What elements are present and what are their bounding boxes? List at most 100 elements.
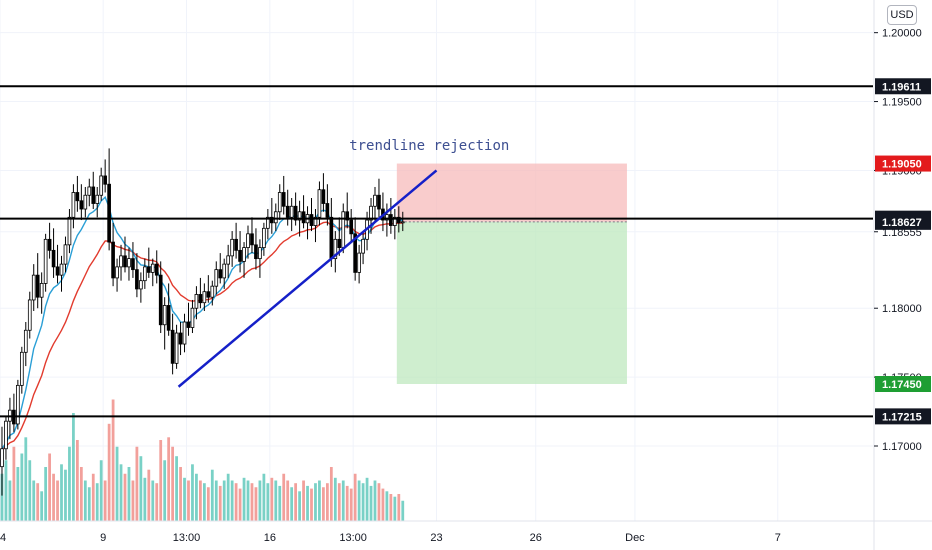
volume-bar [4,460,8,521]
price-badge-label: 1.19050 [882,159,922,171]
volume-bar [258,480,262,521]
candle-body [186,321,191,328]
volume-bar [310,488,313,521]
time-tick-label: 4 [0,532,6,544]
candle-body [27,299,32,331]
volume-bar [270,477,274,521]
volume-bar [401,500,405,521]
volume-bar [16,467,20,521]
candle-body [321,189,326,204]
volume-bar [353,473,357,521]
volume-bar [143,477,147,521]
volume-bar [24,437,28,521]
candle-body [146,266,151,273]
stop-loss-zone[interactable] [396,163,627,222]
volume-bar [214,480,218,521]
candle-body [166,305,171,331]
candle-body [373,194,377,207]
candle-body [250,233,254,246]
candle-body [19,351,24,386]
candle-body [51,249,56,268]
candle-body [254,244,258,260]
volume-bar [385,491,389,521]
take-profit-zone[interactable] [396,221,627,384]
volume-bar [206,487,210,521]
candle-body [222,263,227,279]
volume-bar [187,480,190,521]
volume-bar [397,494,401,521]
candle-body [349,219,354,235]
volume-bar [226,473,230,521]
trendline[interactable] [177,169,438,388]
volume-bar [389,494,393,521]
volume-bar [250,483,254,521]
price-badge-label: 1.18627 [882,217,922,229]
volume-bar [365,477,369,521]
price-badge [875,78,931,95]
volume-bar [373,480,377,521]
volume-bar [115,446,119,521]
candle-body [361,238,365,254]
volume-bar [179,467,182,521]
candle-body [119,255,123,268]
volume-bar [123,473,127,521]
candle-body [111,241,115,279]
candle-body [357,252,361,273]
volume-bar [60,464,63,521]
candle-body [285,205,290,218]
volume-bar [349,488,353,521]
volume-bar [361,483,365,521]
volume-bar [12,446,16,521]
volume-bar [210,469,214,521]
volume-bar [333,477,337,521]
volume-bar [183,477,186,521]
candle-body [214,269,219,287]
volume-bar [40,491,44,521]
volume-bar [175,456,178,521]
candle-body [174,332,179,364]
candle-body [71,192,76,218]
candle-body [389,214,393,226]
volume-bar [91,473,95,521]
volume-bar [167,437,171,521]
volume-bar [79,467,83,521]
time-tick-label: 26 [530,532,542,544]
candle-body [353,233,357,273]
volume-bar [286,480,290,521]
volume-bar [111,399,115,521]
volume-bar [36,483,40,521]
candle-body [99,175,104,196]
candle-body [150,263,155,273]
candle-body [75,192,80,202]
candle-body [202,291,207,304]
candle-body [337,238,342,248]
annotation-text[interactable]: trendline rejection [349,138,509,154]
volume-bar [381,488,385,521]
volume-bar [242,477,246,521]
volume-bar [119,464,123,521]
candle-body [63,244,68,265]
volume-bar [238,488,242,521]
currency-button[interactable]: USD [887,5,917,25]
candle-body [206,291,211,298]
candle-body [162,305,167,326]
volume-bar [274,480,278,521]
candle-body [369,205,373,221]
candle-body [158,274,163,326]
candle-body [190,307,195,328]
candle-body [226,255,230,265]
time-tick-label: 13:00 [173,532,201,544]
volume-bar [191,464,194,521]
candle-body [87,186,92,196]
moving-average-fast [1,195,403,450]
volume-bar [377,483,381,521]
candle-body [246,233,250,248]
volume-bar [68,446,71,521]
candle-body [43,238,48,284]
candle-body [393,216,397,226]
candle-body [135,269,139,290]
candle-body [273,211,278,224]
candle-body [35,274,40,298]
candle-body [123,255,127,268]
